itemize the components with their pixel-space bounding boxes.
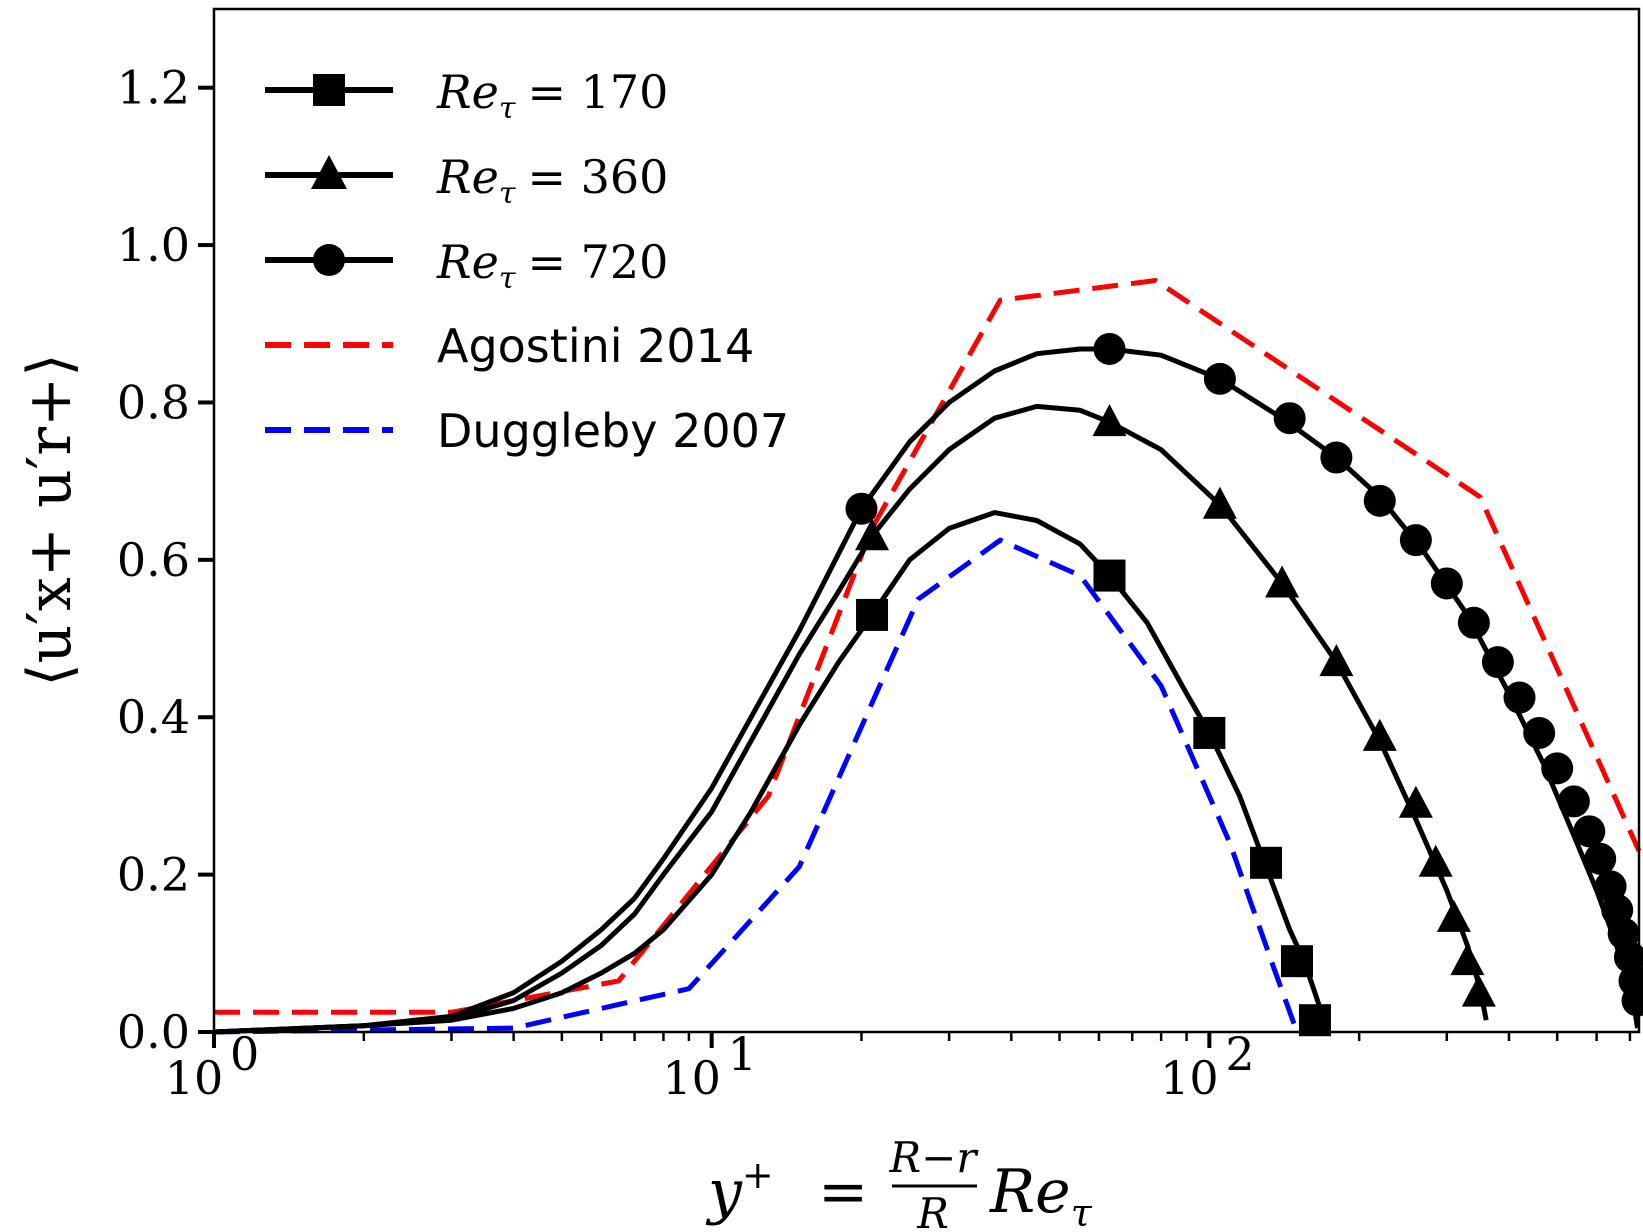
marker-re-360: [1362, 718, 1397, 751]
marker-re-170: [1093, 559, 1126, 592]
marker-re-720: [1541, 752, 1574, 785]
x-tick-label: 10: [662, 1051, 721, 1105]
legend-label-agostini: Agostini 2014: [437, 319, 754, 373]
marker-re-360: [1265, 565, 1300, 598]
marker-re-720: [1573, 815, 1606, 848]
marker-re-720: [1503, 681, 1536, 714]
marker-re-720: [1273, 402, 1306, 435]
marker-re-720: [1430, 567, 1463, 600]
marker-re-360: [1092, 404, 1127, 437]
legend-re170-sub: τ: [499, 91, 516, 126]
legend-label-re170: Reτ = 170: [436, 65, 668, 126]
legend-marker-triangle: [311, 155, 347, 189]
marker-re-720: [1523, 716, 1556, 749]
legend-marker-square: [313, 74, 345, 106]
marker-re-170: [856, 598, 889, 631]
marker-re-360: [1319, 644, 1354, 677]
x-tick-label: 10: [1160, 1051, 1219, 1105]
legend: Reτ = 170 Reτ = 360 Reτ = 720 Agostini 2014…: [265, 65, 789, 458]
x-tick-exponent: 0: [230, 1027, 259, 1081]
legend-re720-eq: = 720: [527, 235, 668, 289]
marker-re-360: [1436, 899, 1471, 932]
y-tick-label: 0.2: [117, 848, 190, 902]
marker-re-720: [1621, 984, 1643, 1017]
marker-re-720: [1093, 332, 1126, 365]
marker-re-360: [1461, 974, 1496, 1007]
y-tick-label: 0.8: [117, 375, 190, 429]
plot-markers: [845, 332, 1643, 1037]
x-axis-ticks: 10 0 10 1 10 2: [165, 1027, 1632, 1105]
plot-frame: [212, 7, 1641, 1034]
legend-re360-sub: τ: [499, 176, 516, 211]
marker-re-720: [1399, 524, 1432, 557]
legend-label-re720: Reτ = 720: [436, 235, 668, 296]
marker-re-360: [1202, 486, 1237, 519]
x-tick-exponent: 2: [1225, 1027, 1254, 1081]
marker-re-360: [1398, 785, 1433, 818]
y-tick-label: 0.0: [117, 1005, 190, 1059]
series-line-re-170: [213, 510, 1327, 1035]
marker-re-720: [1557, 785, 1590, 818]
marker-re-720: [845, 492, 878, 525]
x-tick-label: 10: [165, 1051, 224, 1105]
legend-re170-eq: = 170: [527, 65, 668, 119]
x-tick-exponent: 1: [728, 1027, 757, 1081]
marker-re-720: [1203, 362, 1236, 395]
marker-re-360: [1418, 844, 1453, 877]
marker-re-170: [1250, 846, 1283, 879]
y-tick-label: 1.2: [117, 61, 190, 115]
x-axis-title: y+ = R−r R Reτ: [705, 1133, 1093, 1232]
legend-label-duggleby: Duggleby 2007: [437, 404, 789, 458]
marker-re-720: [1584, 842, 1617, 875]
x-title-den: R: [916, 1189, 949, 1232]
legend-marker-circle: [313, 244, 345, 276]
y-axis-ticks: 0.0 0.2 0.4 0.6 0.8 1.0 1.2: [117, 61, 214, 1059]
marker-re-720: [1363, 484, 1396, 517]
series-line-duggleby-2007: [213, 537, 1300, 1035]
x-title-eq: =: [818, 1157, 868, 1227]
legend-re360-re: Re: [436, 150, 499, 204]
marker-re-170: [1193, 716, 1226, 749]
legend-re360-eq: = 360: [527, 150, 668, 204]
y-tick-label: 0.4: [117, 690, 190, 744]
series-line-re-360: [213, 403, 1489, 1035]
x-title-lhs: y+: [705, 1153, 774, 1227]
marker-re-170: [1280, 945, 1313, 978]
legend-re720-re: Re: [436, 235, 499, 289]
legend-label-re360: Reτ = 360: [436, 150, 668, 211]
y-tick-label: 1.0: [117, 218, 190, 272]
x-title-rhs: Reτ: [989, 1157, 1093, 1232]
marker-re-360: [855, 518, 890, 551]
y-tick-label: 0.6: [117, 533, 190, 587]
marker-re-720: [1457, 606, 1490, 639]
legend-re170-re: Re: [436, 65, 499, 119]
plot-lines: [213, 278, 1642, 1035]
x-title-num: R−r: [889, 1133, 980, 1182]
marker-re-720: [1481, 646, 1514, 679]
y-axis-title: ⟨u′x+ u′r+⟩: [15, 353, 85, 687]
series-line-agostini-2014: [214, 278, 1642, 1015]
legend-re720-sub: τ: [499, 261, 516, 296]
marker-re-360: [1450, 943, 1485, 976]
series-line-re-720: [213, 346, 1640, 1035]
marker-re-720: [1320, 441, 1353, 474]
